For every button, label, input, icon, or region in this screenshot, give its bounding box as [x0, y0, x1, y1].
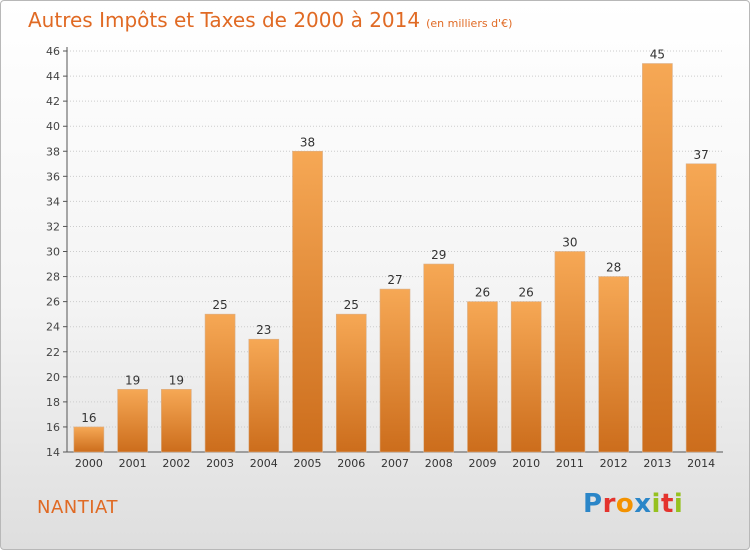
y-tick-label: 20: [46, 371, 60, 384]
unit-subtitle: (en milliers d'€): [426, 17, 513, 30]
bar-2007: [379, 288, 411, 453]
bar-2008: [423, 263, 455, 453]
y-tick-label: 44: [46, 70, 60, 83]
bar-2004: [248, 338, 280, 453]
place-name: NANTIAT: [37, 497, 118, 518]
data-label: 16: [81, 411, 96, 425]
x-tick-label: 2001: [119, 457, 147, 470]
data-label: 45: [650, 48, 665, 62]
bar-2013: [642, 63, 673, 453]
logo-letter: i: [651, 489, 661, 519]
y-tick-label: 26: [46, 296, 60, 309]
x-tick-label: 2009: [468, 457, 496, 470]
data-label: 25: [212, 298, 227, 312]
x-tick-label: 2004: [250, 457, 278, 470]
logo-letter: P: [583, 489, 603, 519]
bar-2012: [598, 276, 629, 453]
y-tick-label: 28: [46, 271, 60, 284]
bar-2011: [554, 251, 586, 453]
y-tick-label: 14: [46, 446, 60, 459]
bar-2001: [117, 389, 148, 453]
bar-2014: [685, 163, 717, 453]
data-label: 28: [606, 261, 621, 275]
data-label: 23: [256, 323, 271, 337]
y-tick-label: 32: [46, 220, 60, 233]
x-tick-label: 2008: [425, 457, 453, 470]
y-tick-label: 24: [46, 321, 60, 334]
bar-2010: [510, 301, 542, 453]
y-tick-label: 16: [46, 421, 60, 434]
y-tick-label: 18: [46, 396, 60, 409]
x-tick-label: 2000: [75, 457, 103, 470]
x-tick-label: 2002: [162, 457, 190, 470]
bar-2009: [467, 301, 498, 453]
bar-2005: [292, 150, 323, 453]
x-tick-label: 2011: [556, 457, 584, 470]
logo-letter: x: [634, 489, 652, 519]
y-tick-label: 46: [46, 45, 60, 58]
bar-2006: [335, 313, 367, 453]
logo-letter: r: [602, 489, 616, 519]
y-tick-label: 38: [46, 145, 60, 158]
data-label: 26: [475, 286, 490, 300]
data-label: 29: [431, 248, 446, 262]
data-label: 37: [693, 148, 708, 162]
x-tick-label: 2005: [294, 457, 322, 470]
bar-2002: [161, 389, 192, 453]
chart-title: Autres Impôts et Taxes de 2000 à 2014 (en…: [28, 8, 512, 32]
logo-letter: i: [673, 489, 684, 519]
x-tick-label: 2003: [206, 457, 234, 470]
data-label: 27: [387, 273, 402, 287]
x-tick-label: 2010: [512, 457, 540, 470]
y-tick-label: 42: [46, 95, 60, 108]
data-label: 19: [169, 373, 184, 387]
data-label: 30: [562, 236, 577, 250]
y-tick-label: 40: [46, 120, 60, 133]
x-tick-label: 2006: [337, 457, 365, 470]
y-tick-label: 30: [46, 246, 60, 259]
data-label: 25: [344, 298, 359, 312]
data-label: 19: [125, 373, 140, 387]
x-tick-label: 2013: [643, 457, 671, 470]
data-label: 26: [519, 286, 534, 300]
proxiti-logo: Proxiti: [583, 489, 683, 519]
y-tick-label: 36: [46, 170, 60, 183]
logo-letter: t: [660, 489, 674, 519]
bar-2000: [73, 426, 105, 453]
x-tick-label: 2012: [600, 457, 628, 470]
data-label: 38: [300, 135, 315, 149]
x-tick-label: 2007: [381, 457, 409, 470]
y-tick-label: 22: [46, 346, 60, 359]
logo-letter: o: [615, 489, 635, 519]
x-tick-label: 2014: [687, 457, 715, 470]
bar-2003: [204, 313, 236, 453]
title-text: Autres Impôts et Taxes de 2000 à 2014: [28, 8, 421, 32]
y-tick-label: 34: [46, 195, 60, 208]
